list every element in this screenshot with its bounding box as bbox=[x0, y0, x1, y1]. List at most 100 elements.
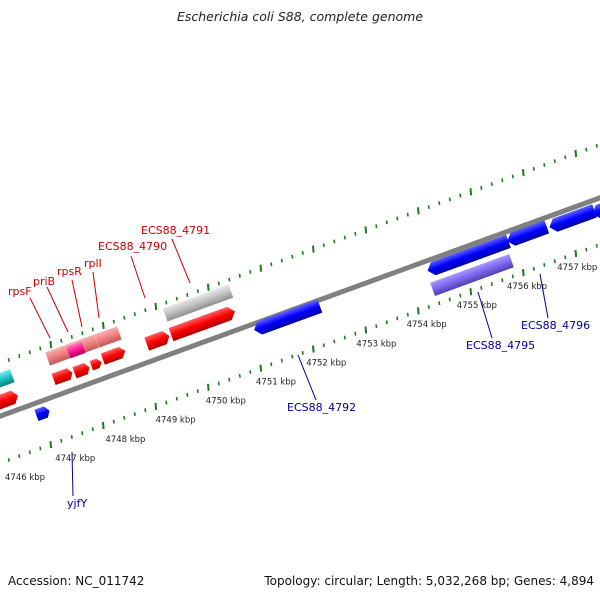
kbp-label: 4752 kbp bbox=[306, 358, 346, 368]
label-priB: priB bbox=[33, 275, 55, 288]
minor-tick bbox=[270, 362, 273, 367]
kbp-label: 4754 kbp bbox=[407, 320, 447, 330]
major-tick bbox=[312, 245, 315, 253]
gene-rplI-box bbox=[94, 326, 122, 348]
minor-tick bbox=[196, 389, 199, 394]
gene-arrow bbox=[507, 220, 550, 246]
pseudo-gene bbox=[162, 284, 234, 322]
gene-arrow bbox=[427, 234, 511, 276]
major-tick bbox=[574, 149, 578, 158]
gene-ECS88_4790 bbox=[144, 331, 170, 351]
major-tick bbox=[364, 226, 368, 234]
gene-arrow bbox=[89, 358, 102, 371]
minor-tick bbox=[270, 262, 273, 267]
minor-tick bbox=[396, 216, 399, 221]
major-tick bbox=[469, 288, 473, 296]
minor-tick bbox=[448, 297, 451, 302]
gene-arrow bbox=[72, 362, 90, 379]
minor-tick bbox=[501, 178, 504, 183]
kbp-label: 4750 kbp bbox=[206, 397, 246, 407]
minor-tick bbox=[70, 335, 73, 339]
minor-tick bbox=[322, 343, 325, 348]
minor-tick bbox=[501, 278, 504, 283]
minor-tick bbox=[249, 270, 252, 274]
minor-tick bbox=[406, 212, 409, 217]
minor-tick bbox=[480, 285, 483, 290]
minor-tick bbox=[375, 224, 378, 229]
minor-tick bbox=[217, 381, 220, 386]
major-tick bbox=[154, 302, 158, 310]
minor-tick bbox=[553, 159, 556, 164]
minor-tick bbox=[543, 263, 546, 267]
kbp-label: 4756 kbp bbox=[507, 282, 547, 292]
gene-yjfY bbox=[34, 406, 50, 422]
minor-tick bbox=[238, 273, 241, 278]
minor-tick bbox=[280, 358, 283, 363]
major-tick bbox=[364, 326, 368, 334]
minor-tick bbox=[301, 250, 304, 255]
gene-arrow bbox=[51, 368, 73, 386]
minor-tick bbox=[112, 319, 115, 324]
minor-tick bbox=[165, 300, 168, 305]
minor-tick bbox=[385, 320, 388, 325]
label-ECS88_4795: ECS88_4795 bbox=[466, 339, 535, 352]
major-tick bbox=[102, 321, 105, 330]
minor-tick bbox=[186, 393, 189, 397]
major-tick bbox=[207, 283, 210, 291]
major-tick bbox=[154, 402, 158, 410]
minor-tick bbox=[385, 220, 388, 225]
accession-text: Accession: NC_011742 bbox=[8, 574, 145, 588]
minor-tick bbox=[280, 258, 283, 263]
minor-tick bbox=[175, 396, 178, 401]
minor-tick bbox=[60, 338, 63, 343]
major-tick bbox=[102, 421, 105, 430]
minor-tick bbox=[91, 327, 94, 332]
major-tick bbox=[259, 264, 263, 272]
topology-text: Topology: circular; Length: 5,032,268 bp… bbox=[264, 574, 594, 588]
label-ECS88_4796: ECS88_4796 bbox=[521, 319, 590, 332]
minor-tick bbox=[228, 277, 231, 282]
minor-tick bbox=[291, 254, 294, 259]
label-rpsR: rpsR bbox=[57, 265, 82, 278]
gene-arrow bbox=[100, 346, 126, 365]
gene-ECS88_4791 bbox=[168, 306, 235, 342]
minor-tick bbox=[91, 427, 94, 432]
minor-tick bbox=[459, 293, 462, 298]
kbp-scale-labels: 4746 kbp 4747 kbp 4748 kbp 4749 kbp 4750 kbp… bbox=[5, 263, 597, 483]
label-yjfY: yjfY bbox=[67, 497, 87, 510]
minor-tick bbox=[448, 197, 451, 202]
minor-tick bbox=[39, 346, 42, 351]
minor-tick bbox=[354, 331, 357, 336]
minor-tick bbox=[133, 412, 136, 416]
minor-tick bbox=[438, 301, 441, 306]
minor-tick bbox=[39, 446, 42, 451]
minor-tick bbox=[322, 243, 325, 248]
minor-tick bbox=[511, 274, 514, 279]
minor-tick bbox=[144, 408, 147, 413]
reverse-genes bbox=[34, 201, 600, 422]
minor-tick bbox=[133, 312, 136, 316]
label-rplI: rplI bbox=[84, 257, 102, 270]
lower-tick-row bbox=[7, 243, 598, 462]
minor-tick bbox=[60, 438, 63, 443]
minor-tick bbox=[217, 281, 220, 286]
minor-tick bbox=[28, 450, 31, 455]
label-ECS88_4790: ECS88_4790 bbox=[98, 240, 167, 253]
minor-tick bbox=[18, 454, 21, 459]
minor-tick bbox=[196, 289, 199, 294]
forward-genes bbox=[0, 284, 235, 411]
minor-tick bbox=[343, 335, 346, 340]
minor-tick bbox=[333, 239, 336, 244]
minor-tick bbox=[375, 324, 378, 329]
gene-ECS88_4792 bbox=[254, 299, 323, 335]
major-tick bbox=[522, 169, 525, 177]
minor-tick bbox=[28, 350, 31, 355]
major-tick bbox=[207, 383, 210, 391]
minor-tick bbox=[595, 243, 598, 248]
minor-tick bbox=[291, 354, 294, 359]
minor-tick bbox=[585, 147, 588, 152]
minor-tick bbox=[564, 155, 567, 160]
kbp-label: 4748 kbp bbox=[105, 435, 145, 445]
minor-tick bbox=[175, 296, 178, 301]
